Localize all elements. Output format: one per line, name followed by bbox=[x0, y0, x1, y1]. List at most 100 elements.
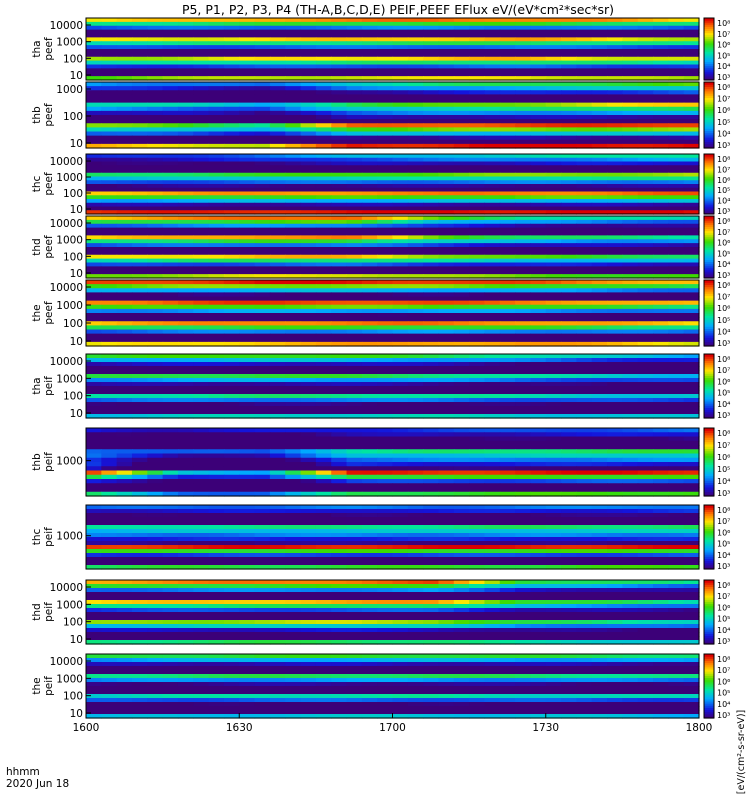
heatmap-cell bbox=[484, 370, 501, 375]
heatmap-cell bbox=[499, 187, 516, 193]
heatmap-cell bbox=[254, 21, 271, 27]
heatmap-cell bbox=[269, 202, 286, 208]
heatmap-cell bbox=[147, 25, 164, 31]
heatmap-cell bbox=[315, 394, 332, 399]
heatmap-cell bbox=[576, 68, 593, 73]
heatmap-cell bbox=[591, 453, 608, 459]
heatmap-cell bbox=[453, 300, 470, 306]
heatmap-cell bbox=[438, 33, 455, 38]
heatmap-cell bbox=[576, 317, 593, 322]
heatmap-cell bbox=[683, 513, 700, 518]
heatmap-cell bbox=[177, 325, 194, 331]
heatmap-cell bbox=[576, 94, 593, 100]
heatmap-cell bbox=[499, 165, 516, 170]
heatmap-cell bbox=[438, 362, 455, 367]
heatmap-cell bbox=[407, 445, 424, 450]
heatmap-cell bbox=[147, 479, 164, 484]
heatmap-cell bbox=[515, 370, 532, 375]
heatmap-cell bbox=[637, 325, 654, 331]
heatmap-cell bbox=[285, 21, 302, 27]
heatmap-cell bbox=[315, 195, 332, 200]
heatmap-cell bbox=[591, 68, 608, 73]
heatmap-cell bbox=[484, 165, 501, 170]
heatmap-cell bbox=[515, 398, 532, 403]
heatmap-cell bbox=[254, 195, 271, 200]
heatmap-cell bbox=[453, 123, 470, 128]
heatmap-cell bbox=[315, 449, 332, 455]
heatmap-cell bbox=[484, 509, 501, 514]
heatmap-cell bbox=[239, 206, 256, 211]
heatmap-cell bbox=[116, 436, 133, 442]
heatmap-cell bbox=[101, 187, 118, 193]
heatmap-cell bbox=[499, 457, 516, 463]
heatmap-cell bbox=[591, 358, 608, 363]
heatmap-cell bbox=[407, 52, 424, 58]
heatmap-cell bbox=[86, 325, 102, 331]
heatmap-cell bbox=[269, 394, 286, 399]
heatmap-cell bbox=[239, 414, 256, 419]
heatmap-cell bbox=[392, 45, 409, 50]
heatmap-cell bbox=[147, 487, 164, 493]
heatmap-cell bbox=[331, 223, 348, 229]
heatmap-cell bbox=[607, 270, 623, 275]
heatmap-cell bbox=[177, 402, 194, 407]
heatmap-cell bbox=[653, 394, 669, 399]
heatmap-cell bbox=[484, 139, 501, 145]
heatmap-cell bbox=[300, 41, 317, 46]
heatmap-cell bbox=[131, 521, 148, 526]
heatmap-cell bbox=[607, 262, 623, 267]
heatmap-cell bbox=[469, 29, 486, 35]
heatmap-cell bbox=[101, 337, 118, 343]
ytick-label: 100 bbox=[63, 53, 83, 65]
heatmap-cell bbox=[285, 390, 302, 395]
heatmap-cell bbox=[545, 82, 562, 87]
colorbar-step bbox=[704, 356, 714, 359]
heatmap-cell bbox=[545, 470, 562, 476]
heatmap-cell bbox=[162, 280, 179, 285]
heatmap-cell bbox=[162, 296, 179, 302]
colorbar-step bbox=[704, 319, 714, 323]
heatmap-cell bbox=[499, 308, 516, 314]
heatmap-cell bbox=[254, 191, 271, 196]
heatmap-cell bbox=[269, 479, 286, 484]
heatmap-cell bbox=[254, 102, 271, 108]
heatmap-cell bbox=[683, 300, 700, 306]
heatmap-cell bbox=[331, 474, 348, 480]
heatmap-cell bbox=[101, 266, 118, 271]
heatmap-cell bbox=[285, 210, 302, 215]
heatmap-cell bbox=[116, 106, 133, 112]
heatmap-cell bbox=[269, 292, 286, 298]
heatmap-cell bbox=[346, 21, 363, 27]
heatmap-cell bbox=[423, 231, 440, 236]
heatmap-cell bbox=[392, 154, 409, 159]
heatmap-cell bbox=[591, 513, 608, 518]
heatmap-cell bbox=[545, 227, 562, 233]
heatmap-cell bbox=[683, 143, 700, 149]
heatmap-cell bbox=[116, 362, 133, 367]
heatmap-cell bbox=[607, 321, 623, 326]
heatmap-cell bbox=[469, 453, 486, 459]
heatmap-cell bbox=[285, 184, 302, 189]
heatmap-cell bbox=[177, 474, 194, 480]
heatmap-cell bbox=[591, 270, 608, 275]
heatmap-cell bbox=[147, 172, 164, 178]
heatmap-cell bbox=[407, 76, 424, 81]
heatmap-cell bbox=[162, 219, 179, 225]
heatmap-cell bbox=[423, 223, 440, 229]
colorbar-step bbox=[704, 251, 714, 254]
colorbar-step bbox=[704, 172, 714, 175]
heatmap-cell bbox=[499, 157, 516, 163]
heatmap-cell bbox=[377, 509, 394, 514]
heatmap-cell bbox=[239, 398, 256, 403]
heatmap-cell bbox=[607, 394, 623, 399]
heatmap-cell bbox=[147, 195, 164, 200]
heatmap-cell bbox=[530, 139, 547, 145]
heatmap-cell bbox=[637, 161, 654, 166]
heatmap-cell bbox=[361, 72, 378, 77]
heatmap-cell bbox=[269, 474, 286, 480]
heatmap-cell bbox=[147, 288, 164, 293]
heatmap-cell bbox=[407, 157, 424, 163]
heatmap-cell bbox=[285, 165, 302, 170]
heatmap-cell bbox=[147, 462, 164, 467]
heatmap-cell bbox=[484, 187, 501, 193]
